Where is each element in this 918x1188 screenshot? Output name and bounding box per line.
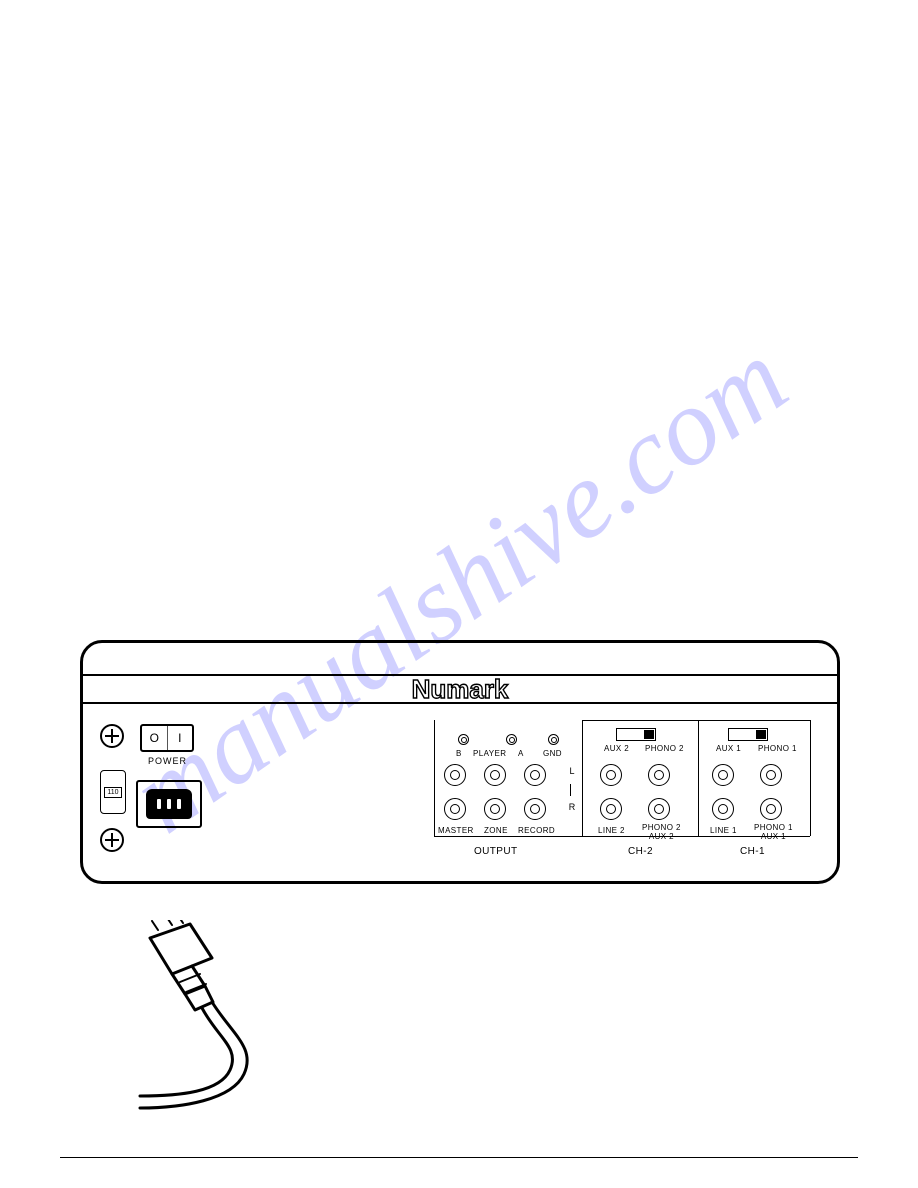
rca-line1-r (712, 798, 734, 820)
rca-record-r (524, 798, 546, 820)
separator (810, 720, 811, 836)
power-label: POWER (148, 756, 187, 766)
label-master: MASTER (438, 826, 474, 835)
brand-text: Numark (412, 674, 509, 704)
ch2-input-switch (616, 728, 656, 741)
label-aux2: AUX 2 (604, 744, 629, 753)
iec-pin (157, 799, 161, 809)
rca-phono1-r (760, 798, 782, 820)
rca-line1-l (712, 764, 734, 786)
fuse-value: 110 (104, 787, 121, 798)
rca-phono2-l (648, 764, 670, 786)
player-a-jack (506, 734, 517, 745)
screw-icon (100, 724, 124, 748)
label-zone: ZONE (484, 826, 508, 835)
rca-line2-l (600, 764, 622, 786)
power-on-symbol: I (178, 731, 181, 745)
separator (582, 720, 583, 836)
iec-pin (167, 799, 171, 809)
rca-phono2-r (648, 798, 670, 820)
separator (434, 720, 435, 836)
label-record: RECORD (518, 826, 555, 835)
label-gnd: GND (543, 749, 562, 758)
label-r: R (567, 802, 577, 812)
brand-logo: Numark (355, 672, 565, 708)
label-line1: LINE 1 (710, 826, 737, 835)
label-aux1: AUX 1 (716, 744, 741, 753)
lr-divider (570, 784, 574, 796)
screw-icon (100, 828, 124, 852)
label-a: A (518, 749, 524, 758)
separator (698, 720, 699, 836)
label-phono1-aux1: PHONO 1 AUX 1 (754, 824, 793, 842)
rear-panel-diagram: Numark 110 O I POWER B PLAYER (80, 640, 840, 900)
power-switch: O I (140, 724, 194, 752)
rca-phono1-l (760, 764, 782, 786)
footer-rule (60, 1157, 858, 1158)
label-ch1-group: CH-1 (740, 846, 765, 857)
rca-zone-l (484, 764, 506, 786)
iec-pin (177, 799, 181, 809)
player-b-jack (458, 734, 469, 745)
separator-h (582, 720, 810, 721)
label-phono2-aux2: PHONO 2 AUX 2 (642, 824, 681, 842)
rca-master-l (444, 764, 466, 786)
label-line2: LINE 2 (598, 826, 625, 835)
label-player: PLAYER (473, 749, 506, 758)
label-output-group: OUTPUT (474, 846, 518, 857)
ch1-input-switch (728, 728, 768, 741)
rca-zone-r (484, 798, 506, 820)
label-ch2-group: CH-2 (628, 846, 653, 857)
voltage-fuse: 110 (100, 770, 126, 814)
power-off-symbol: O (150, 731, 159, 745)
rca-record-l (524, 764, 546, 786)
gnd-jack (548, 734, 559, 745)
label-b: B (456, 749, 462, 758)
power-cable-drawing (110, 920, 370, 1120)
rca-line2-r (600, 798, 622, 820)
label-l: L (567, 766, 577, 776)
label-phono1: PHONO 1 (758, 744, 797, 753)
rca-master-r (444, 798, 466, 820)
iec-power-inlet (136, 780, 202, 828)
label-phono2: PHONO 2 (645, 744, 684, 753)
